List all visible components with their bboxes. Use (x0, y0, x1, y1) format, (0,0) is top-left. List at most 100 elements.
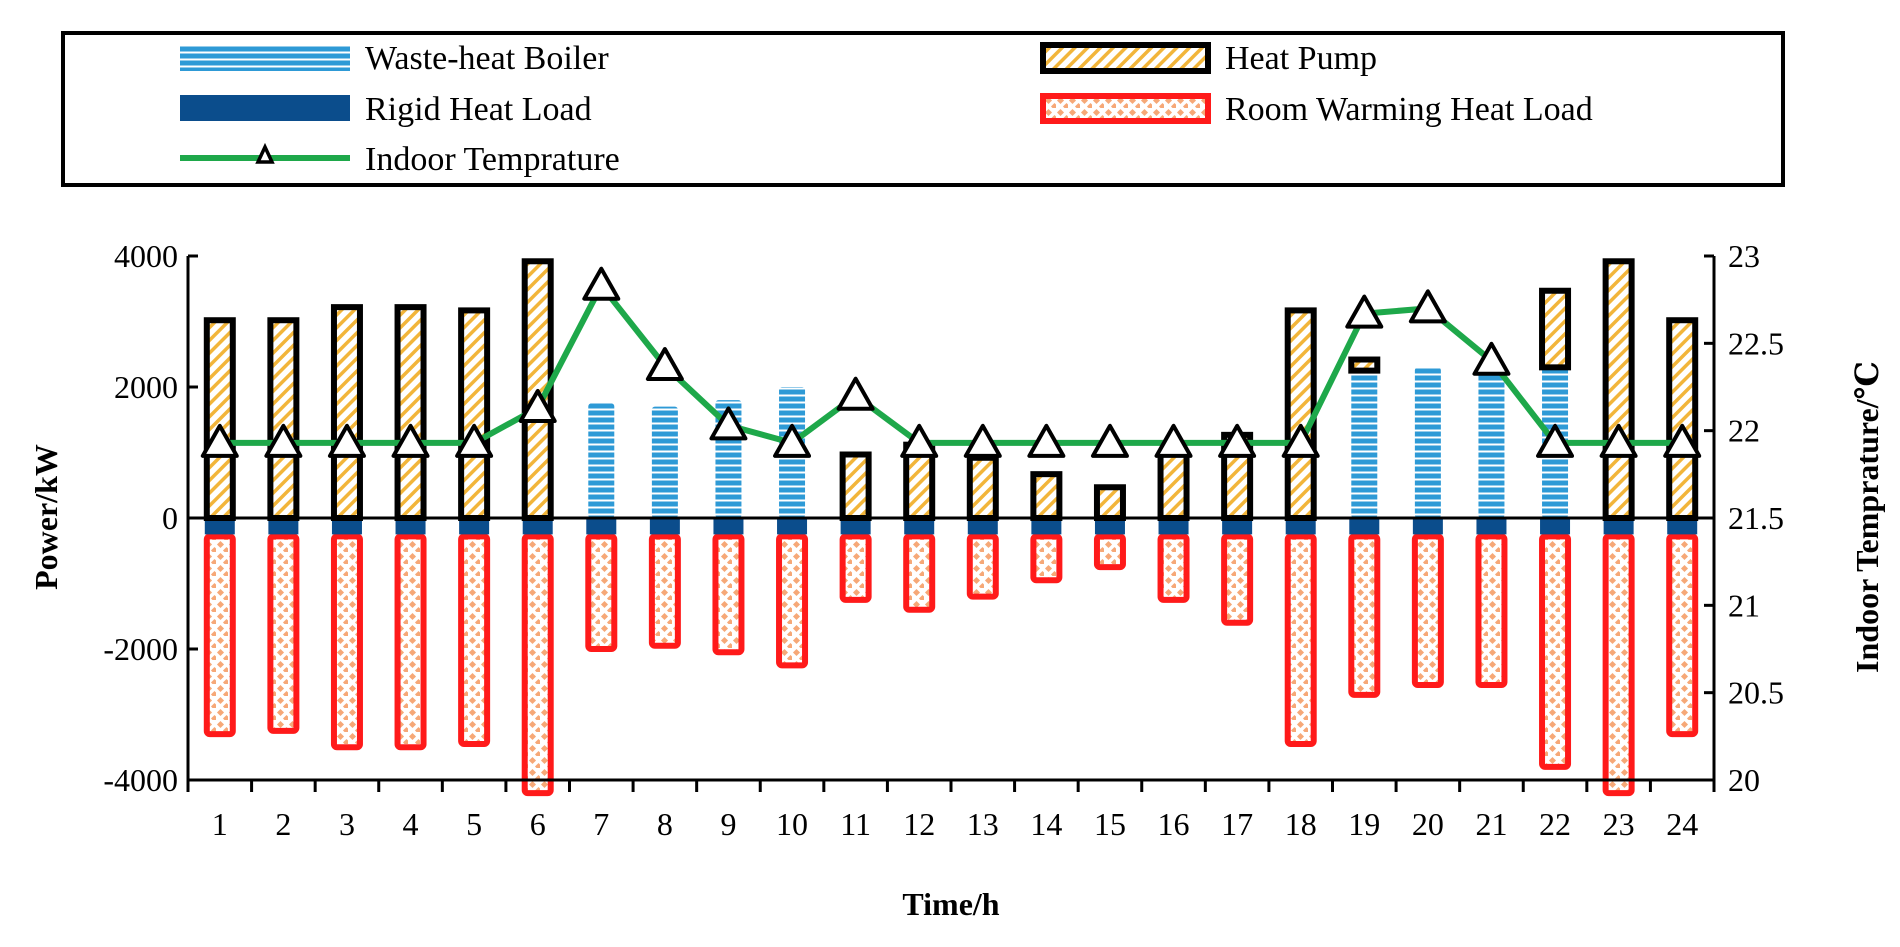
temperature-line (219, 282, 1683, 446)
x-tick-label: 11 (840, 806, 871, 842)
boiler-bar (588, 403, 615, 518)
rigid-load-bar (649, 518, 680, 535)
y2-tick-label: 20.5 (1728, 675, 1784, 711)
x-tick-label: 14 (1030, 806, 1062, 842)
temperature-marker (1599, 423, 1638, 458)
legend-label-pump: Heat Pump (1225, 40, 1377, 77)
heat-pump-bar (1093, 484, 1126, 521)
room-load-bar (521, 533, 554, 797)
room-load-bar (1475, 533, 1508, 689)
legend-label-rigid: Rigid Heat Load (365, 91, 592, 128)
heat-pump-bar (458, 307, 491, 521)
x-tick-label: 16 (1158, 806, 1190, 842)
x-axis-title: Time/h (902, 886, 999, 922)
temperature-marker (518, 388, 557, 423)
rigid-load-bar (904, 518, 935, 535)
temperature-marker (773, 423, 812, 458)
temperature-marker (582, 266, 621, 301)
temperature-marker (1027, 423, 1066, 458)
room-load-bar (1666, 533, 1699, 738)
legend-label-boiler: Waste-heat Boiler (365, 40, 609, 77)
legend-label-temp: Indoor Temprature (365, 141, 620, 178)
legend-swatch-rigid (180, 95, 350, 121)
x-tick-label: 20 (1412, 806, 1444, 842)
temperature-marker (455, 423, 494, 458)
temperature-marker (391, 423, 430, 458)
x-tick-label: 21 (1475, 806, 1507, 842)
room-load-bar (903, 533, 936, 613)
temperature-marker (1154, 423, 1193, 458)
temperature-marker (200, 423, 239, 458)
x-tick-label: 6 (530, 806, 546, 842)
boiler-bar (1351, 370, 1378, 518)
y2-tick-label: 21.5 (1728, 500, 1784, 536)
rigid-load-bar (522, 518, 553, 535)
y-tick-label: -2000 (103, 631, 178, 667)
temperature-marker (1663, 423, 1702, 458)
rigid-load-bar (1094, 518, 1125, 535)
legend-swatch-pump (1040, 42, 1211, 74)
room-load-bar (458, 533, 491, 747)
rigid-load-bar (713, 518, 744, 535)
temperature-marker (327, 423, 366, 458)
x-tick-label: 8 (657, 806, 673, 842)
rigid-load-bar (1285, 518, 1316, 535)
rigid-load-bar (395, 518, 426, 535)
rigid-load-bar (1349, 518, 1380, 535)
x-tick-label: 7 (593, 806, 609, 842)
heat-pump-bar (839, 451, 872, 521)
rigid-load-bar (204, 518, 235, 535)
y2-tick-label: 22.5 (1728, 325, 1784, 361)
temperature-marker (1536, 423, 1575, 458)
legend-label-room: Room Warming Heat Load (1225, 91, 1593, 128)
heat-pump-bar (1602, 258, 1635, 521)
temperature-marker (1218, 423, 1257, 458)
y-tick-label: -4000 (103, 762, 178, 798)
boiler-bar (1478, 367, 1505, 518)
x-tick-label: 2 (275, 806, 291, 842)
y-axis-title: Power/kW (28, 444, 64, 590)
rigid-load-bar (1667, 518, 1698, 535)
x-tick-label: 12 (903, 806, 935, 842)
x-tick-label: 18 (1285, 806, 1317, 842)
legend-swatch-room (1040, 93, 1211, 124)
temperature-marker (1281, 423, 1320, 458)
temperature-marker (1090, 423, 1129, 458)
room-load-bar (1093, 533, 1126, 571)
room-load-bar (1348, 533, 1381, 698)
x-tick-label: 22 (1539, 806, 1571, 842)
rigid-load-bar (1158, 518, 1189, 535)
rigid-load-bar (268, 518, 299, 535)
heat-pump-bar (1539, 287, 1572, 371)
temperature-marker (1345, 294, 1384, 329)
y-tick-label: 0 (162, 500, 178, 536)
room-load-bar (1221, 533, 1254, 626)
temperature-marker (709, 406, 748, 441)
room-load-bar (712, 533, 745, 656)
x-tick-label: 23 (1603, 806, 1635, 842)
temperature-marker (264, 423, 303, 458)
heat-pump-bar (267, 317, 300, 521)
heat-pump-bar (1348, 356, 1381, 374)
y-tick-label: 4000 (114, 238, 178, 274)
rigid-load-bar (586, 518, 617, 535)
x-tick-label: 15 (1094, 806, 1126, 842)
y2-tick-label: 20 (1728, 762, 1760, 798)
y-tick-label: 2000 (114, 369, 178, 405)
rigid-load-bar (840, 518, 871, 535)
heat-pump-bar (1666, 317, 1699, 521)
x-tick-label: 17 (1221, 806, 1253, 842)
temperature-marker (1408, 289, 1447, 324)
rigid-load-bar (1540, 518, 1571, 535)
rigid-load-bar (1031, 518, 1062, 535)
heat-pump-bar (1157, 451, 1190, 521)
room-load-bar (1411, 533, 1444, 689)
heat-pump-bar (330, 304, 363, 521)
room-load-bar (966, 533, 999, 600)
heat-pump-bar (203, 317, 236, 521)
room-load-bar (267, 533, 300, 734)
room-load-bar (585, 533, 618, 652)
x-tick-label: 9 (720, 806, 736, 842)
x-tick-label: 4 (403, 806, 419, 842)
y2-axis-title: Indoor Temprature/℃ (1849, 361, 1885, 673)
